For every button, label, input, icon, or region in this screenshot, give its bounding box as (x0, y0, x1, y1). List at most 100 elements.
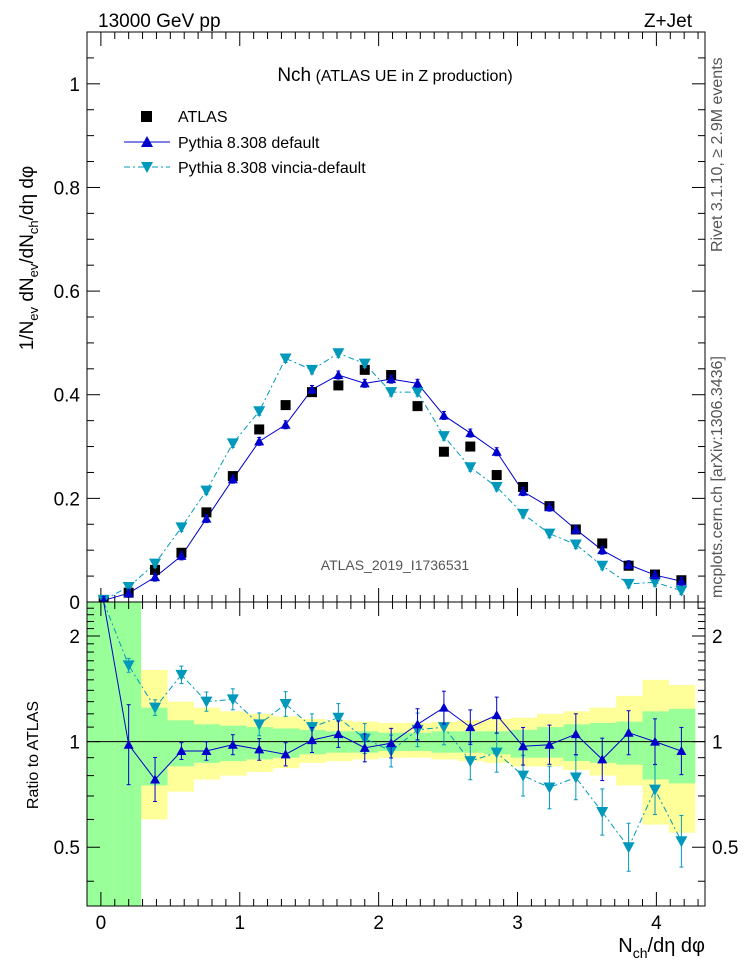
ratio-default-point (465, 722, 476, 732)
vincia-point (226, 438, 239, 450)
default-point (597, 545, 608, 555)
ratio-default-point (570, 729, 581, 739)
default-point (491, 446, 502, 456)
atlas-point (359, 364, 370, 375)
ratio-vincia-point (517, 770, 530, 782)
default-point (623, 559, 634, 569)
ratio-default-point (176, 746, 187, 756)
ratio-vincia-point (122, 660, 135, 672)
ratio-default-point (597, 754, 608, 764)
side-rivet-info: Rivet 3.1.10, ≥ 2.9M events (709, 57, 726, 252)
ratio-plot-frame (86, 601, 706, 907)
ratio-default-point (676, 746, 687, 756)
ratio-default-point (518, 741, 529, 751)
default-point (280, 419, 291, 429)
main-y-axis-label: 1/Nev dNev/dNch/dη dφ (17, 166, 41, 351)
ratio-panel: 0.5 0.5 1 1 2 2 0 1 2 3 4 Ratio to ATLAS Nch/dη d… (25, 601, 738, 961)
plot-title-main: Nch (277, 65, 311, 86)
default-point (227, 474, 238, 484)
vincia-point (411, 387, 424, 399)
ratio-vincia-point (622, 842, 635, 854)
vincia-point (437, 431, 450, 443)
ratio-default-point (491, 710, 502, 720)
legend-marker-vincia (141, 162, 153, 173)
default-point (176, 550, 187, 560)
ratio-vincia-point (437, 722, 450, 734)
vincia-point (464, 462, 477, 474)
vincia-point (279, 353, 292, 365)
legend: ATLAS Pythia 8.308 default Pythia 8.308 … (124, 109, 366, 177)
ratio-vincia-point (596, 807, 609, 819)
default-point (650, 570, 661, 580)
atlas-point (280, 400, 291, 411)
ratio-vincia-point (543, 782, 556, 794)
default-point (201, 513, 212, 523)
vincia-point (122, 581, 135, 593)
ratio-y-axis-label: Ratio to ATLAS (25, 701, 42, 809)
data-band-stat (167, 720, 194, 767)
ratio-default-point (333, 729, 344, 739)
ratio-vincia-point (464, 756, 477, 768)
default-point (412, 378, 423, 388)
atlas-point (491, 470, 502, 481)
ratio-default-point (412, 719, 423, 729)
data-band-stat (484, 731, 511, 755)
main-panel: 0 0.2 0.4 0.6 0.8 1 Nch (ATLAS UE in Z produc… (17, 31, 706, 614)
plot-title-sub: (ATLAS UE in Z production) (316, 68, 513, 85)
ratio-y-tick-label: 1 (69, 733, 80, 754)
ratio-y-tick-label-right: 1 (712, 733, 723, 754)
ratio-default-point (123, 739, 134, 749)
data-band-stat (114, 602, 142, 906)
vincia-point (332, 348, 345, 360)
ratio-default-point (386, 738, 397, 748)
ratio-default-point (227, 739, 238, 749)
ratio-x-axis: 0 1 2 3 4 (96, 602, 699, 934)
legend-marker-default (141, 136, 153, 147)
vincia-point (175, 522, 188, 534)
ratio-vincia-point (649, 784, 662, 796)
default-point (676, 576, 687, 586)
data-band-stat (87, 602, 115, 906)
ratio-default-point (359, 742, 370, 752)
default-point (123, 588, 134, 598)
vincia-point (490, 481, 503, 493)
ratio-y-tick-label-right: 2 (712, 627, 723, 648)
ratio-vincia-point (490, 747, 503, 759)
ratio-y-tick-label: 0.5 (54, 838, 80, 859)
atlas-point (465, 441, 476, 452)
ratio-default-point (280, 749, 291, 759)
default-point (254, 436, 265, 446)
ratio-y-axis: 0.5 0.5 1 1 2 2 (54, 607, 738, 882)
atlas-point (201, 507, 212, 518)
default-point (465, 428, 476, 438)
energy-label: 13000 GeV pp (98, 11, 221, 32)
ratio-vincia-point (332, 712, 345, 724)
vincia-point (649, 577, 662, 589)
analysis-watermark: ATLAS_2019_I1736531 (321, 557, 470, 573)
vincia-point (305, 364, 318, 376)
data-band-stat (616, 721, 643, 765)
default-point (544, 502, 555, 512)
vincia-point (675, 585, 688, 597)
atlas-point (254, 424, 265, 435)
x-axis-label: Nch/dη dφ (618, 935, 705, 961)
vincia-point (253, 406, 266, 418)
main-y-tick-label: 1 (69, 75, 80, 96)
ratio-x-tick-label: 2 (373, 913, 384, 934)
default-point (438, 410, 449, 420)
ratio-vincia-point (226, 694, 239, 706)
ratio-vincia-point (279, 699, 292, 711)
atlas-point (150, 564, 161, 575)
main-y-tick-label: 0.8 (54, 178, 80, 199)
ratio-default-point (544, 739, 555, 749)
atlas-point (597, 538, 608, 549)
ratio-vincia-point (200, 696, 213, 708)
ratio-default-point (650, 736, 661, 746)
legend-label-default: Pythia 8.308 default (178, 135, 320, 152)
vincia-point (596, 560, 609, 572)
ratio-x-tick-label: 3 (512, 913, 523, 934)
process-label: Z+Jet (644, 11, 693, 32)
main-y-tick-label: 0.2 (54, 489, 80, 510)
ratio-default-point (254, 744, 265, 754)
